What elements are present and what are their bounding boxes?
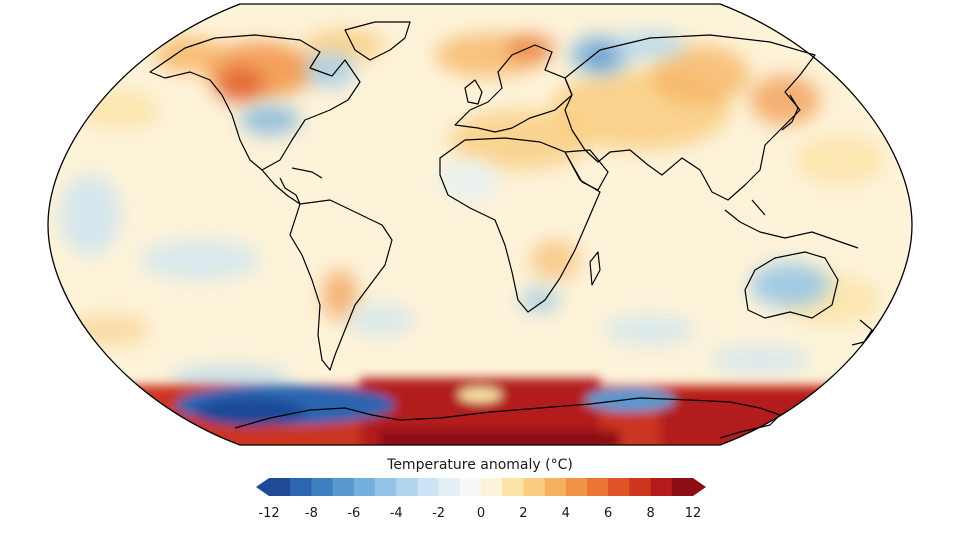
antarctic-band [48,378,912,445]
colorbar-tick-label: -12 [258,506,280,521]
colorbar-segment [396,478,418,496]
colorbar-segment [544,478,567,496]
colorbar-segment [311,478,334,496]
colorbar-segment [629,478,652,496]
coastline-asia [564,34,816,201]
colorbar-segment [290,478,312,496]
coastline-africa [439,137,601,313]
coastline-europe [454,44,573,133]
colorbar-segment [353,478,376,496]
colorbar-segment [438,478,461,496]
colorbar-segment [565,478,588,496]
coastline-new-zealand [851,319,873,346]
colorbar-segment [502,478,524,496]
colorbar-segment [375,478,397,496]
colorbar-segment [671,478,694,496]
coastline-japan [781,94,799,131]
coastline-north-america [149,34,361,171]
colorbar-segment [650,478,673,496]
colorbar-tick-label: -6 [347,506,361,521]
coastline-australia [744,251,839,319]
coastline-arabia [564,149,609,191]
coastline-south-america [289,199,393,371]
colorbar-segment [587,478,609,496]
colorbar-tick-label: 4 [561,506,570,521]
colorbar-segment [332,478,355,496]
legend-title: Temperature anomaly (°C) [387,457,573,473]
colorbar-tick-label: 12 [684,506,702,521]
coastline-southeast-asia-islands [724,199,859,249]
coastline-britain [464,79,483,105]
colorbar-tick-label: -8 [304,506,318,521]
temperature-anomaly-map [47,3,913,446]
coastlines [149,21,873,439]
colorbar-tick-label: 0 [476,506,486,521]
anomaly-field [48,4,912,445]
warm-anomalies [70,29,885,345]
colorbar-extend-high [693,478,706,496]
colorbar-segment [523,478,546,496]
colorbar [256,478,706,496]
colorbar-segment [459,478,482,496]
coastline-greenland [344,21,411,61]
colorbar-extend-low [256,478,269,496]
colorbar-tick-label: -4 [389,506,403,521]
colorbar-segment [481,478,503,496]
colorbar-segment [417,478,440,496]
coastline-cuba [291,167,323,179]
coastline-madagascar [589,251,601,286]
globe-outline [47,3,913,446]
colorbar-tick-label: 8 [646,506,655,521]
colorbar-segment [608,478,630,496]
cool-anomalies [60,31,830,394]
colorbar-tick-label: 6 [604,506,613,521]
colorbar-tick-label: 2 [519,506,528,521]
colorbar-tick-label: -2 [432,506,446,521]
colorbar-segment [269,478,291,496]
